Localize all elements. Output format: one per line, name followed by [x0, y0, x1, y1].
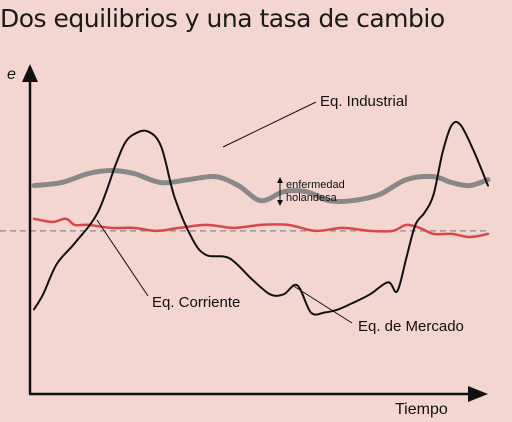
chart-title: Dos equilibrios y una tasa de cambio	[0, 4, 445, 33]
annotation-enfermedad: enfermedad	[286, 179, 345, 191]
series-line-eq-de-mercado	[33, 120, 489, 316]
gap-arrow-down-icon	[277, 200, 283, 206]
series-line-eq-corriente	[32, 217, 490, 239]
label-eq-industrial: Eq. Industrial	[320, 93, 408, 110]
gap-arrow-up-icon	[277, 177, 283, 183]
y-axis-label: e	[7, 66, 16, 83]
label-eq-corriente: Eq. Corriente	[152, 294, 240, 311]
y-axis-arrow-icon	[22, 64, 38, 82]
leader-line-industrial	[222, 101, 317, 148]
x-axis-arrow-icon	[468, 386, 488, 402]
x-axis-label: Tiempo	[395, 401, 448, 418]
leader-line-mercado	[291, 284, 353, 324]
series-line-eq-industrial	[31, 168, 491, 205]
leader-line-corriente	[96, 219, 149, 297]
annotation-holandesa: holandesa	[286, 192, 338, 204]
label-eq-de-mercado: Eq. de Mercado	[358, 318, 464, 335]
